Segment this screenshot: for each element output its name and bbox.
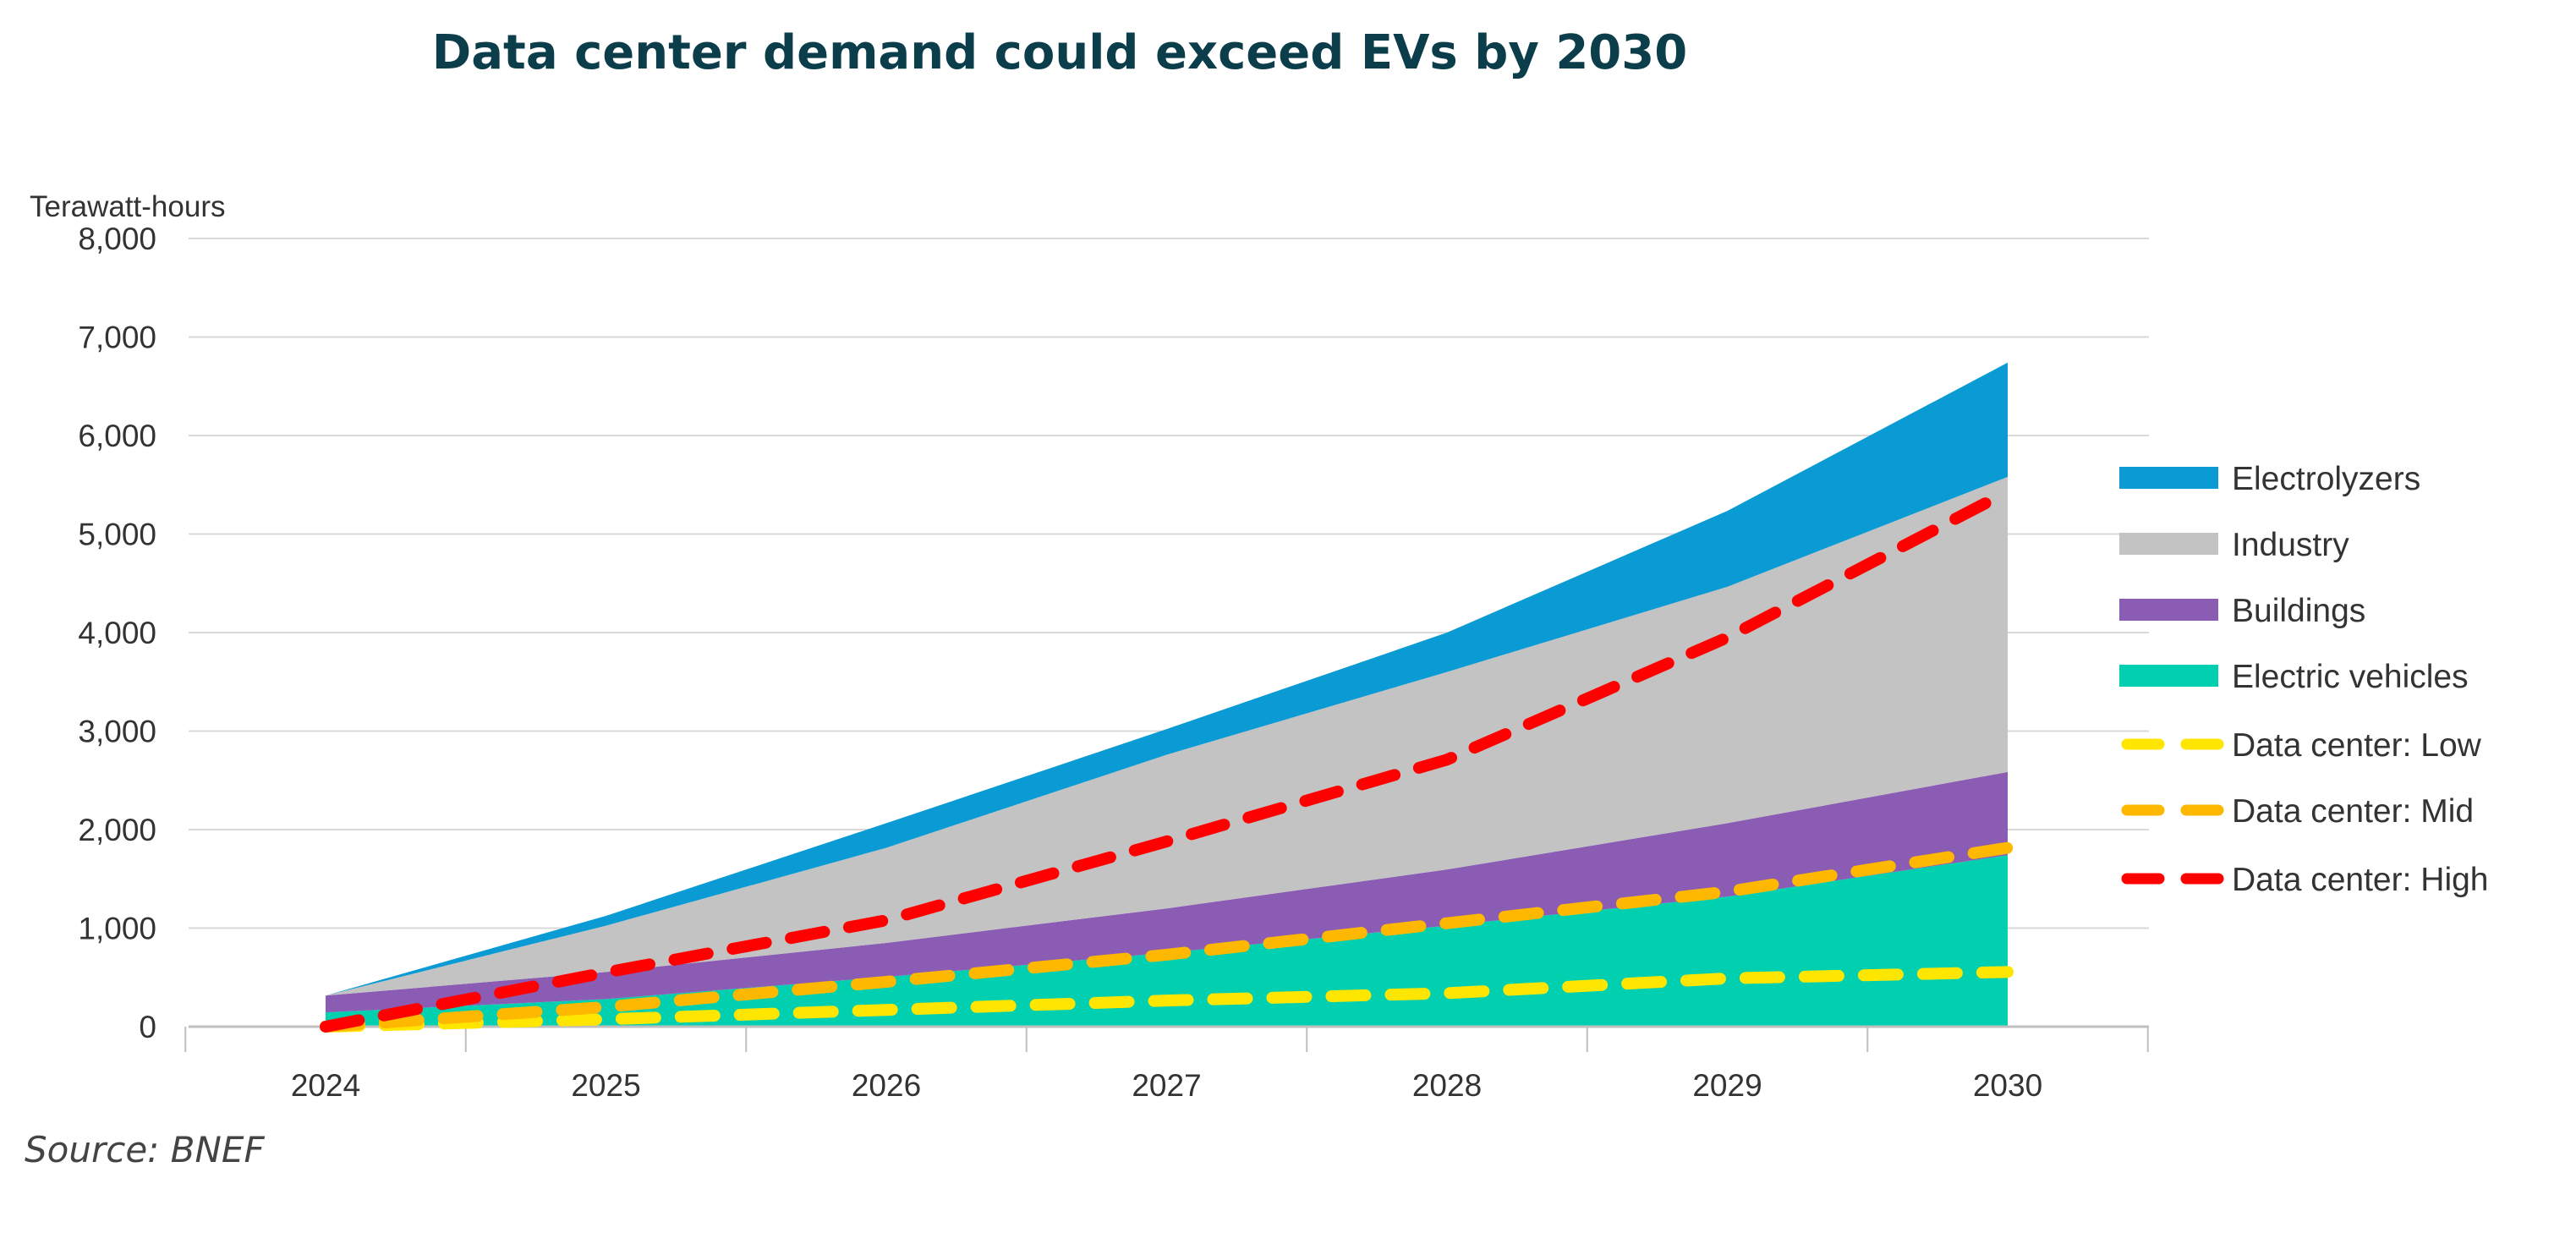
line-data-center-high	[320, 485, 2014, 1033]
source-note: Source: BNEF	[25, 1129, 265, 1170]
chart-title: Data center demand could exceed EVs by 2…	[431, 25, 1688, 80]
legend-label: Buildings	[2232, 593, 2365, 629]
legend-label: Electrolyzers	[2232, 461, 2420, 497]
y-tick-label: 0	[139, 1010, 156, 1044]
x-tick-label: 2027	[1132, 1068, 1201, 1103]
legend-label: Industry	[2232, 527, 2349, 563]
legend-swatch	[2119, 467, 2218, 489]
y-tick-label: 1,000	[78, 912, 156, 946]
x-tick-label: 2026	[852, 1068, 921, 1103]
y-tick-label: 4,000	[78, 616, 156, 650]
y-tick-label: 6,000	[78, 419, 156, 453]
line-data-center-mid	[320, 841, 2014, 1033]
y-axis-label: Terawatt-hours	[30, 190, 225, 223]
legend-label: Data center: Low	[2232, 727, 2482, 764]
area-buildings	[326, 771, 2008, 1013]
legend-swatch	[2119, 533, 2218, 555]
x-tick-label: 2025	[571, 1068, 640, 1103]
y-tick-label: 3,000	[78, 715, 156, 749]
legend-swatch	[2119, 599, 2218, 621]
x-tick-label: 2030	[1973, 1068, 2042, 1103]
line-data-center-low	[320, 966, 2014, 1033]
legend-swatch	[2119, 665, 2218, 687]
x-tick-label: 2024	[291, 1068, 360, 1103]
legend-label: Data center: High	[2232, 862, 2489, 898]
x-tick-label: 2028	[1412, 1068, 1482, 1103]
y-tick-label: 7,000	[78, 321, 156, 355]
area-industry	[326, 476, 2008, 996]
x-tick-label: 2029	[1692, 1068, 1762, 1103]
y-tick-label: 2,000	[78, 813, 156, 847]
legend-label: Electric vehicles	[2232, 659, 2469, 695]
y-tick-label: 8,000	[78, 222, 156, 256]
y-tick-label: 5,000	[78, 518, 156, 552]
legend-label: Data center: Mid	[2232, 793, 2474, 830]
